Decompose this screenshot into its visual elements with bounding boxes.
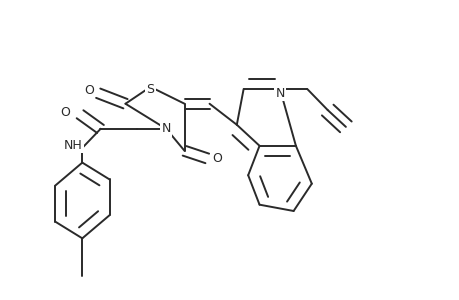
- Text: N: N: [162, 122, 171, 136]
- Text: O: O: [60, 106, 70, 118]
- Text: O: O: [84, 84, 94, 97]
- Text: NH: NH: [63, 139, 82, 152]
- Text: O: O: [211, 152, 221, 165]
- Text: N: N: [274, 87, 284, 100]
- Text: S: S: [146, 83, 154, 96]
